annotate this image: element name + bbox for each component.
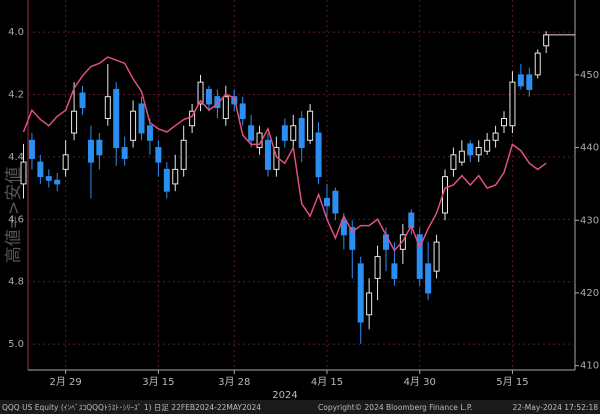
candle-body: [87, 139, 94, 163]
candle-body: [54, 179, 61, 185]
candle-body: [374, 256, 381, 279]
yield-line: [22, 56, 547, 252]
candle-body: [130, 110, 137, 141]
y2-tick-label: 450: [580, 70, 599, 81]
candle-body: [290, 125, 297, 141]
y-tick-label: 4.6: [8, 214, 24, 225]
candle-body: [222, 96, 229, 119]
candle-body: [526, 74, 533, 90]
candle-body: [509, 81, 516, 127]
candle-body: [323, 197, 330, 207]
x-tick-label: 5月 15: [496, 376, 528, 388]
candle-body: [121, 147, 128, 159]
candle-body: [340, 219, 347, 236]
candle-body: [492, 132, 499, 141]
candle-body: [332, 190, 339, 214]
candle-body: [180, 139, 187, 170]
candle-body: [96, 139, 103, 156]
candle-body: [189, 110, 196, 127]
candle-body: [450, 154, 457, 170]
x-tick-label: 4月 30: [404, 376, 436, 388]
candle-body: [205, 88, 212, 105]
y2-tick-label: 420: [580, 288, 599, 299]
y-tick-label: 5.0: [8, 339, 24, 350]
candle-body: [315, 132, 322, 178]
footer-bar: [0, 400, 600, 414]
y2-tick-label: 440: [580, 143, 599, 154]
candle-body: [391, 263, 398, 279]
y2-tick-label: 430: [580, 215, 599, 226]
candle-body: [475, 147, 482, 156]
candle-body: [366, 292, 373, 316]
candle-body: [484, 139, 491, 152]
x-tick-label: 3月 15: [142, 376, 174, 388]
candle-body: [281, 125, 288, 141]
candle-body: [349, 227, 356, 250]
x-tick-label: 2月 29: [50, 376, 82, 388]
y2-tick-label: 410: [580, 361, 599, 372]
candle-body: [425, 263, 432, 294]
candle-body: [416, 234, 423, 279]
candle-body: [155, 147, 162, 163]
footer-copyright: Copyright© 2024 Bloomberg Finance L.P.: [318, 403, 473, 412]
candle-body: [264, 139, 271, 170]
candle-body: [467, 143, 474, 156]
candle-body: [298, 117, 305, 149]
footer-security: QQQ US Equity (ｲﾝﾍﾞｽｺQQQﾄﾗｽﾄ･ｼﾘｰｽﾞ 1) 日足…: [2, 403, 261, 412]
candle-body: [433, 241, 440, 272]
candle-body: [197, 81, 204, 105]
candle-body: [248, 125, 255, 141]
y-tick-label: 4.0: [8, 27, 24, 38]
candle-body: [146, 125, 153, 141]
candle-body: [458, 150, 465, 163]
candle-body: [104, 96, 111, 119]
candle-body: [543, 34, 550, 47]
candle-body: [501, 117, 508, 127]
candle-body: [71, 110, 78, 134]
candle-body: [28, 139, 35, 159]
candle-body: [79, 92, 86, 109]
y-tick-label: 4.2: [8, 90, 24, 101]
candle-body: [239, 103, 246, 119]
y-tick-label: 4.8: [8, 277, 24, 288]
candle-body: [138, 103, 145, 134]
y-axis-label: 高値=>安値: [4, 167, 24, 264]
x-tick-label: 4月 15: [311, 376, 343, 388]
footer-timestamp: 22-May-2024 17:52:18: [513, 403, 599, 412]
x-tick-label: 3月 28: [218, 376, 250, 388]
candle-body: [113, 88, 120, 149]
candle-body: [37, 161, 44, 178]
candle-body: [534, 52, 541, 76]
candle-body: [62, 154, 69, 170]
candle-body: [20, 161, 27, 185]
candle-body: [307, 110, 314, 141]
candle-body: [163, 168, 170, 192]
x-axis-label: 2024: [272, 390, 297, 401]
candle-body: [45, 176, 52, 181]
candle-body: [357, 263, 364, 323]
y-tick-label: 4.4: [8, 152, 24, 163]
candle-body: [517, 74, 524, 87]
candle-body: [172, 168, 179, 185]
